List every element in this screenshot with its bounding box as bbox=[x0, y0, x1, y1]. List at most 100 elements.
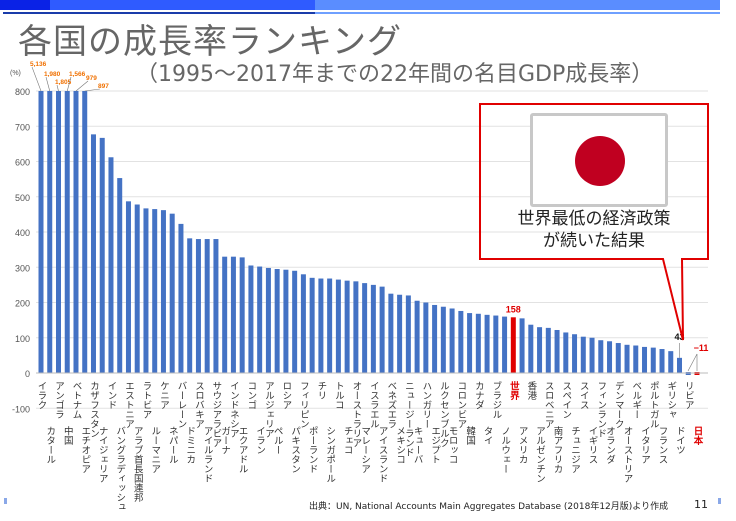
x-tick-label: ロシア bbox=[280, 381, 291, 410]
x-tick-label: イラン bbox=[254, 426, 266, 455]
japan-flag-icon bbox=[530, 113, 668, 207]
header-bar-segment bbox=[50, 0, 315, 10]
x-tick-label: アイルランド bbox=[202, 426, 214, 483]
bar-フランス bbox=[659, 349, 665, 373]
x-tick-label: アルジェリア bbox=[263, 381, 275, 438]
bar-エクアドル bbox=[239, 257, 245, 373]
x-tick-label: アイスランド bbox=[377, 426, 389, 483]
bar-サウジアラビア bbox=[213, 239, 219, 373]
header-bar-segment bbox=[0, 0, 50, 10]
bar-ドミニカ bbox=[187, 238, 193, 373]
bar-オランダ bbox=[607, 341, 613, 373]
source-note: 出典：UN, National Accounts Main Aggregates… bbox=[309, 502, 669, 512]
bar-ポルトガル bbox=[650, 347, 656, 373]
bar-アイルランド bbox=[204, 239, 210, 373]
annotation-label: −11 bbox=[694, 343, 709, 353]
bar-アラブ首長国連邦 bbox=[134, 204, 140, 373]
x-tick-label: エジプト bbox=[429, 426, 441, 464]
x-tick-label: ベルギー bbox=[630, 381, 642, 419]
bar-イタリア bbox=[642, 346, 648, 373]
bar-カザフスタン bbox=[90, 134, 96, 373]
x-tick-label: カナダ bbox=[473, 381, 485, 410]
x-tick-label: サウジアラビア bbox=[210, 381, 222, 448]
bar-ペルー bbox=[274, 269, 280, 373]
bar-エジプト bbox=[432, 304, 438, 373]
x-tick-label: アラブ首長国連邦 bbox=[132, 426, 144, 503]
leader-line bbox=[45, 76, 51, 92]
y-tick-label: 800 bbox=[15, 87, 30, 97]
slide-marker bbox=[4, 498, 7, 504]
x-tick-label: カザフスタン bbox=[88, 381, 100, 438]
callout-line-2: が続いた結果 bbox=[543, 231, 645, 251]
bar-イラク bbox=[38, 91, 44, 373]
leader-line bbox=[75, 80, 89, 92]
annotation-label: 158 bbox=[506, 304, 521, 314]
x-tick-label: 香港 bbox=[525, 381, 537, 400]
bar-ベトナム bbox=[73, 91, 79, 373]
x-tick-label: バーレーン bbox=[175, 381, 187, 429]
x-tick-label: 南アフリカ bbox=[552, 425, 564, 473]
x-tick-label: エストニア bbox=[123, 381, 135, 429]
bar-ベネズエラ bbox=[388, 293, 394, 373]
y-tick-label: 400 bbox=[15, 228, 30, 238]
bar-チュニジア bbox=[572, 334, 578, 373]
bar-トルコ bbox=[335, 279, 341, 373]
slide-subtitle: （1995～2017年までの22年間の名目GDP成長率） bbox=[136, 62, 654, 87]
x-tick-label: ベトナム bbox=[70, 381, 82, 419]
x-tick-label: チェコ bbox=[342, 426, 353, 455]
x-tick-label: ラトビア bbox=[140, 381, 151, 419]
callout-line-1: 世界最低の経済政策 bbox=[517, 209, 671, 229]
bar-コロンビア bbox=[458, 310, 464, 373]
bar-ベルギー bbox=[633, 345, 639, 373]
bar-インド bbox=[108, 157, 114, 373]
bar-ケニア bbox=[160, 210, 166, 373]
x-tick-label: デンマーク bbox=[613, 380, 625, 428]
bar-香港 bbox=[528, 324, 534, 373]
overflow-data-label: 979 bbox=[86, 75, 97, 82]
x-tick-label: リビア bbox=[683, 381, 694, 410]
bar-ナイジェリア bbox=[99, 137, 105, 373]
y-tick-label: 600 bbox=[15, 158, 30, 168]
x-tick-label: フランス bbox=[657, 426, 668, 464]
x-tick-label: 韓国 bbox=[464, 426, 476, 446]
overflow-data-label: 5,136 bbox=[30, 61, 47, 68]
x-tick-label: オーストラリア bbox=[350, 381, 362, 448]
x-tick-label: フィリピン bbox=[298, 381, 309, 429]
x-tick-label: ブラジル bbox=[490, 380, 502, 419]
overflow-data-label: 1,980 bbox=[44, 71, 61, 78]
y-tick-label: 0 bbox=[25, 369, 30, 379]
bar-オーストラリア bbox=[353, 281, 359, 373]
header-bar-segment bbox=[315, 0, 720, 10]
overflow-data-label: 897 bbox=[98, 83, 109, 90]
slide-marker bbox=[718, 498, 721, 504]
bar-ラトビア bbox=[143, 208, 149, 373]
x-tick-label: オーストリア bbox=[622, 426, 634, 483]
leader-line bbox=[687, 353, 698, 372]
x-tick-label: ニュージーランド bbox=[403, 381, 415, 457]
bar-コンゴ bbox=[248, 265, 254, 373]
bar-ハンガリー bbox=[423, 302, 429, 373]
bar-バングラディッシュ bbox=[117, 178, 123, 373]
bar-スロバキア bbox=[195, 239, 201, 373]
x-tick-label: ベネズエラ bbox=[385, 381, 397, 429]
x-tick-label: イギリス bbox=[587, 426, 599, 464]
x-tick-label: イタリア bbox=[639, 426, 651, 464]
bar-ネパール bbox=[169, 213, 175, 373]
x-tick-label: カタール bbox=[44, 426, 56, 464]
x-tick-label: ドイツ bbox=[674, 426, 686, 455]
header-rule-light bbox=[315, 12, 720, 14]
x-tick-label: スロベニア bbox=[543, 381, 555, 429]
bar-カタール bbox=[47, 91, 53, 373]
x-tick-label: エクアドル bbox=[237, 426, 249, 474]
x-tick-label: ルクセンブルク bbox=[438, 381, 450, 448]
y-tick-label: -100 bbox=[12, 404, 30, 414]
bar-バーレーン bbox=[178, 223, 184, 373]
bar-カナダ bbox=[475, 313, 481, 373]
bar-シンガポール bbox=[327, 278, 333, 373]
x-tick-label: ポルトガル bbox=[648, 381, 660, 429]
leader-line bbox=[56, 84, 59, 92]
y-tick-label: 100 bbox=[15, 334, 30, 344]
bar-デンマーク bbox=[615, 343, 621, 373]
x-tick-label: アメリカ bbox=[517, 426, 528, 464]
x-tick-label: ネパール bbox=[167, 426, 179, 464]
